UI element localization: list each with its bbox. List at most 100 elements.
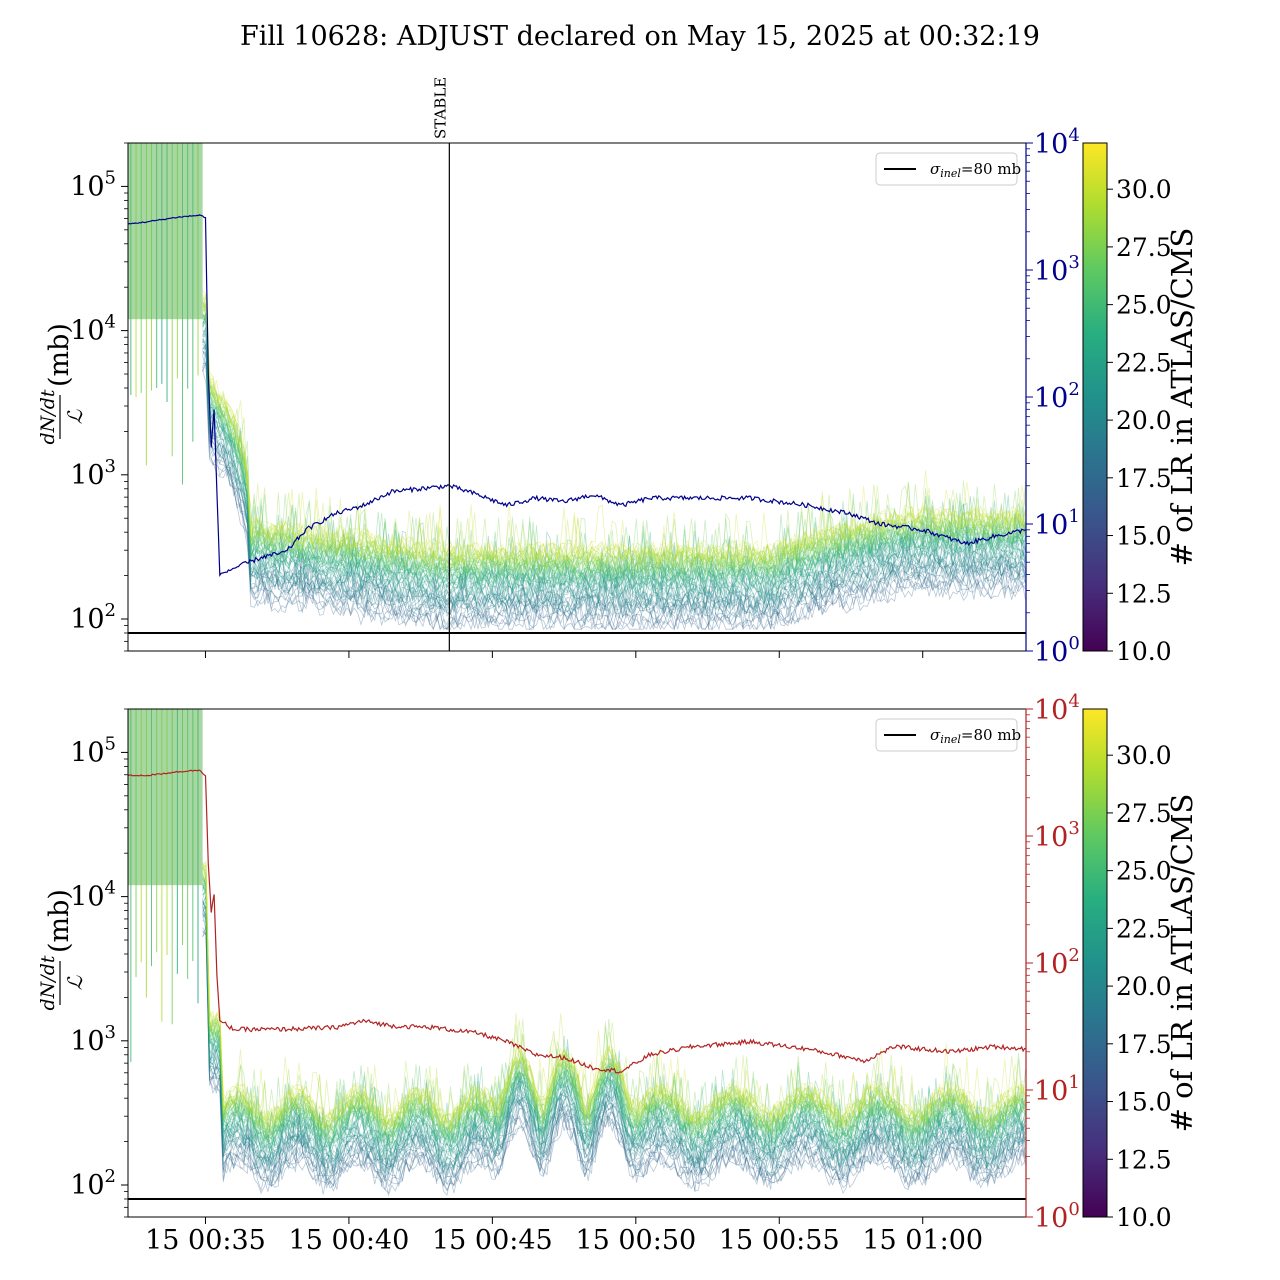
rate-curve	[202, 901, 1026, 1164]
rate-curve	[202, 369, 1026, 631]
x-tick-label: 15 00:55	[719, 1225, 840, 1256]
rate-curve	[202, 925, 1026, 1192]
rate-curve	[202, 304, 1026, 563]
rate-curve	[202, 900, 1026, 1162]
colorbar-tick-label: 27.5	[1116, 799, 1172, 828]
rate-curve	[202, 865, 1026, 1137]
colorbar-tick-label: 25.0	[1116, 857, 1172, 886]
colorbar-tick-label: 17.5	[1116, 464, 1172, 493]
rate-curve	[202, 864, 1026, 1130]
y-axis-label-unit: (mb)	[44, 323, 75, 387]
rate-curve	[202, 315, 1026, 585]
rate-curve	[202, 329, 1026, 603]
rate-curve	[202, 883, 1026, 1154]
rate-curve	[202, 312, 1026, 581]
rate-curve	[202, 908, 1026, 1171]
rate-curve	[202, 900, 1026, 1174]
y2-tick-label: 102	[1034, 379, 1080, 414]
rate-curve	[202, 319, 1026, 584]
rate-curve	[202, 316, 1026, 583]
rate-curve	[202, 887, 1026, 1159]
rate-curve	[202, 342, 1026, 614]
x-tick-label: 15 00:50	[575, 1225, 696, 1256]
y-tick-label: 104	[70, 312, 116, 347]
rate-curve	[202, 319, 1026, 595]
rate-curve	[202, 338, 1026, 609]
y2-tick-label: 101	[1034, 506, 1080, 541]
y-axis-label-numerator: dN/dt	[37, 389, 59, 444]
colorbar-tick-label: 12.5	[1116, 579, 1172, 608]
y-axis-label: dN/dt ℒ (mb)	[37, 889, 87, 1010]
rate-curve	[202, 895, 1026, 1168]
rate-curve	[202, 326, 1026, 595]
colorbar-tick-label: 15.0	[1116, 522, 1172, 551]
rate-curve	[202, 350, 1026, 626]
x-tick-label: 15 00:35	[145, 1225, 266, 1256]
legend-box	[875, 152, 1018, 186]
rate-curve	[202, 910, 1026, 1175]
legend-label: σinel=80 mb	[930, 726, 1021, 746]
colorbar-tick-label: 22.5	[1116, 914, 1172, 943]
rate-curve	[202, 871, 1026, 1131]
rate-curve	[202, 930, 1026, 1192]
legend: σinel=80 mb	[875, 718, 1021, 752]
rate-curve	[202, 351, 1026, 611]
rate-curve	[202, 882, 1026, 1157]
rate-curve	[202, 874, 1026, 1139]
rate-curve	[202, 919, 1026, 1185]
colorbar-tick-label: 27.5	[1116, 233, 1172, 262]
rate-curve	[202, 877, 1026, 1141]
rate-curve	[202, 861, 1026, 1127]
rate-curve	[202, 876, 1026, 1146]
rate-curve	[202, 339, 1026, 604]
y-axis-label-unit: (mb)	[44, 889, 75, 953]
rate-curve	[202, 318, 1026, 577]
rate-curve	[202, 294, 1026, 563]
rate-curve	[202, 863, 1026, 1128]
y-axis-label-numerator: dN/dt	[37, 955, 59, 1010]
rate-curve	[202, 290, 1026, 565]
rate-curve	[202, 335, 1026, 604]
rate-curve	[202, 904, 1026, 1172]
rate-curve	[202, 313, 1026, 574]
rate-curve	[202, 330, 1026, 592]
rate-dense-region	[128, 709, 203, 886]
rate-curve	[202, 906, 1026, 1177]
rate-curve	[202, 342, 1026, 618]
rate-curve	[202, 927, 1026, 1197]
rate-curve	[202, 315, 1026, 590]
bottom-panel: 102 103 104 105 100 101 102 103 104 15 00:35 15 00…	[37, 691, 1199, 1256]
rate-curve	[202, 321, 1026, 596]
rate-curve	[202, 311, 1026, 584]
y2-tick-label: 103	[1034, 252, 1080, 287]
rate-curve	[202, 313, 1026, 590]
rate-curve	[202, 913, 1026, 1187]
rate-curve	[202, 868, 1026, 1130]
rate-curve	[202, 302, 1026, 577]
rate-curve	[202, 316, 1026, 587]
rate-curve	[202, 867, 1026, 1131]
rate-curve	[202, 314, 1026, 591]
colorbar-tick-label: 25.0	[1116, 291, 1172, 320]
y2-tick-label: 102	[1034, 945, 1080, 980]
colorbar: 10.0 12.5 15.0 17.5 20.0 22.5 25.0 27.5 30.0 # of…	[1082, 142, 1199, 666]
top-panel: STABLE 102 103 104 105 100 101 102 103 104 dN/dt ℒ (…	[37, 77, 1199, 668]
rate-curve	[202, 882, 1026, 1146]
rate-curves	[128, 143, 1026, 631]
rate-curve	[202, 884, 1026, 1149]
x-tick-label: 15 00:45	[432, 1225, 553, 1256]
rate-curve	[202, 885, 1026, 1153]
rate-curve	[202, 363, 1026, 631]
rate-curve	[202, 303, 1026, 572]
rate-curve	[202, 350, 1026, 627]
legend-box	[875, 718, 1018, 752]
legend: σinel=80 mb	[875, 152, 1021, 186]
y-axis-label: dN/dt ℒ (mb)	[37, 323, 87, 444]
rate-curve	[202, 873, 1026, 1138]
rate-curve	[202, 878, 1026, 1144]
y-tick-label: 102	[70, 1166, 116, 1201]
rate-curve	[202, 313, 1026, 589]
rate-curve	[202, 294, 1026, 565]
rate-curve	[202, 931, 1026, 1192]
